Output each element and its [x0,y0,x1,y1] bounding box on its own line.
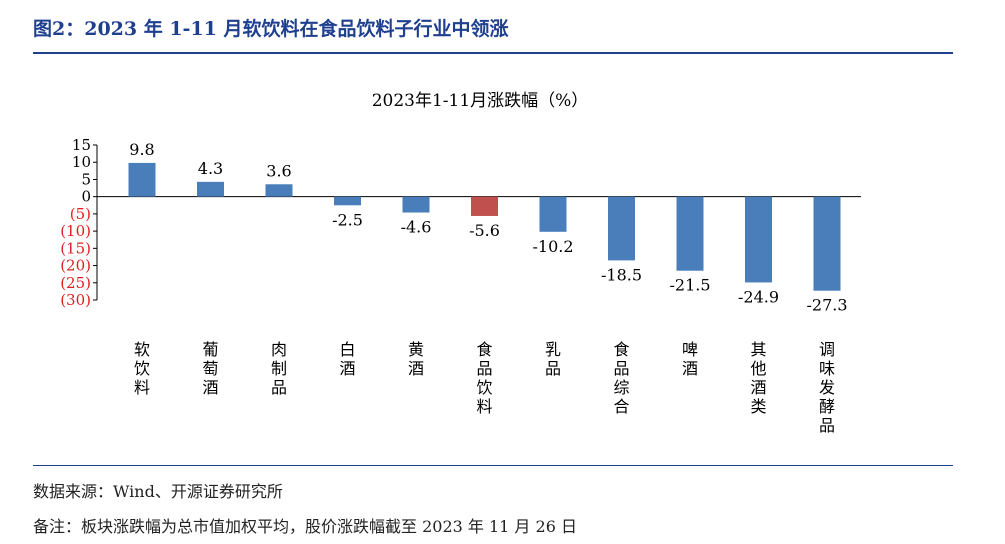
y-tick-label: (5) [70,205,91,223]
category-label: 啤酒 [682,340,698,378]
bar [676,196,704,271]
y-tick-label: 15 [72,136,91,154]
y-tick-label: (25) [60,274,91,292]
figure-title: 图2：2023 年 1-11 月软饮料在食品饮料子行业中领涨 [33,18,509,40]
y-tick-label: (10) [60,222,91,240]
category-label: 调味发酵品 [819,340,835,435]
data-label: -24.9 [738,287,779,306]
footer-rule [33,465,953,466]
data-label: -4.6 [401,218,432,237]
category-label: 食品综合 [613,340,629,416]
title-rule [33,52,953,54]
category-label: 肉制品 [271,340,287,397]
bar [334,196,361,206]
category-label: 其他酒类 [750,340,766,416]
category-label: 乳品 [545,340,561,378]
data-label: -10.2 [532,237,573,256]
category-label: 白酒 [339,340,355,378]
data-label: -27.3 [806,296,847,315]
remark-note: 备注：板块涨跌幅为总市值加权平均，股价涨跌幅截至 2023 年 11 月 26 … [33,517,577,536]
category-label: 食品饮料 [476,340,492,416]
source-note: 数据来源：Wind、开源证券研究所 [33,482,283,501]
data-label: -21.5 [669,276,710,295]
bar [813,196,841,291]
data-labels: 9.8 4.3 3.6 -2.5 -4.6 -5.6 -10.2 -18.5 -21.5 -24.… [129,140,847,315]
bar [265,184,293,197]
bar [197,181,224,197]
data-label: 9.8 [129,140,154,159]
y-tick-label: 10 [72,153,91,171]
category-label: 黄酒 [408,340,424,378]
bar [745,196,772,283]
bar [471,196,498,216]
bar-series [128,162,841,291]
bar-chart: 2023年1-11月涨跌幅（%） 151050(5)(10)(15)(20)(2… [60,91,861,435]
y-tick-label: (15) [60,239,91,257]
data-label: -2.5 [332,210,363,229]
category-label: 软饮料 [134,340,150,397]
y-tick-label: (20) [60,257,91,275]
data-label: -5.6 [469,221,500,240]
y-tick-label: 5 [81,170,91,188]
chart-title: 2023年1-11月涨跌幅（%） [372,91,589,111]
category-labels: 软饮料 葡萄酒 肉制品 白酒 黄酒 食品饮料 乳品 食品综合 啤酒 其他酒类 调味发酵品 [134,340,835,435]
y-tick-label: 0 [81,188,91,206]
bar [402,196,430,213]
bar [608,196,635,261]
category-label: 葡萄酒 [202,340,218,397]
y-tick-label: (30) [60,291,91,309]
data-label: -18.5 [601,265,642,284]
bar [539,196,567,232]
data-label: 4.3 [198,159,223,178]
bar [128,162,156,197]
data-label: 3.6 [266,161,291,180]
